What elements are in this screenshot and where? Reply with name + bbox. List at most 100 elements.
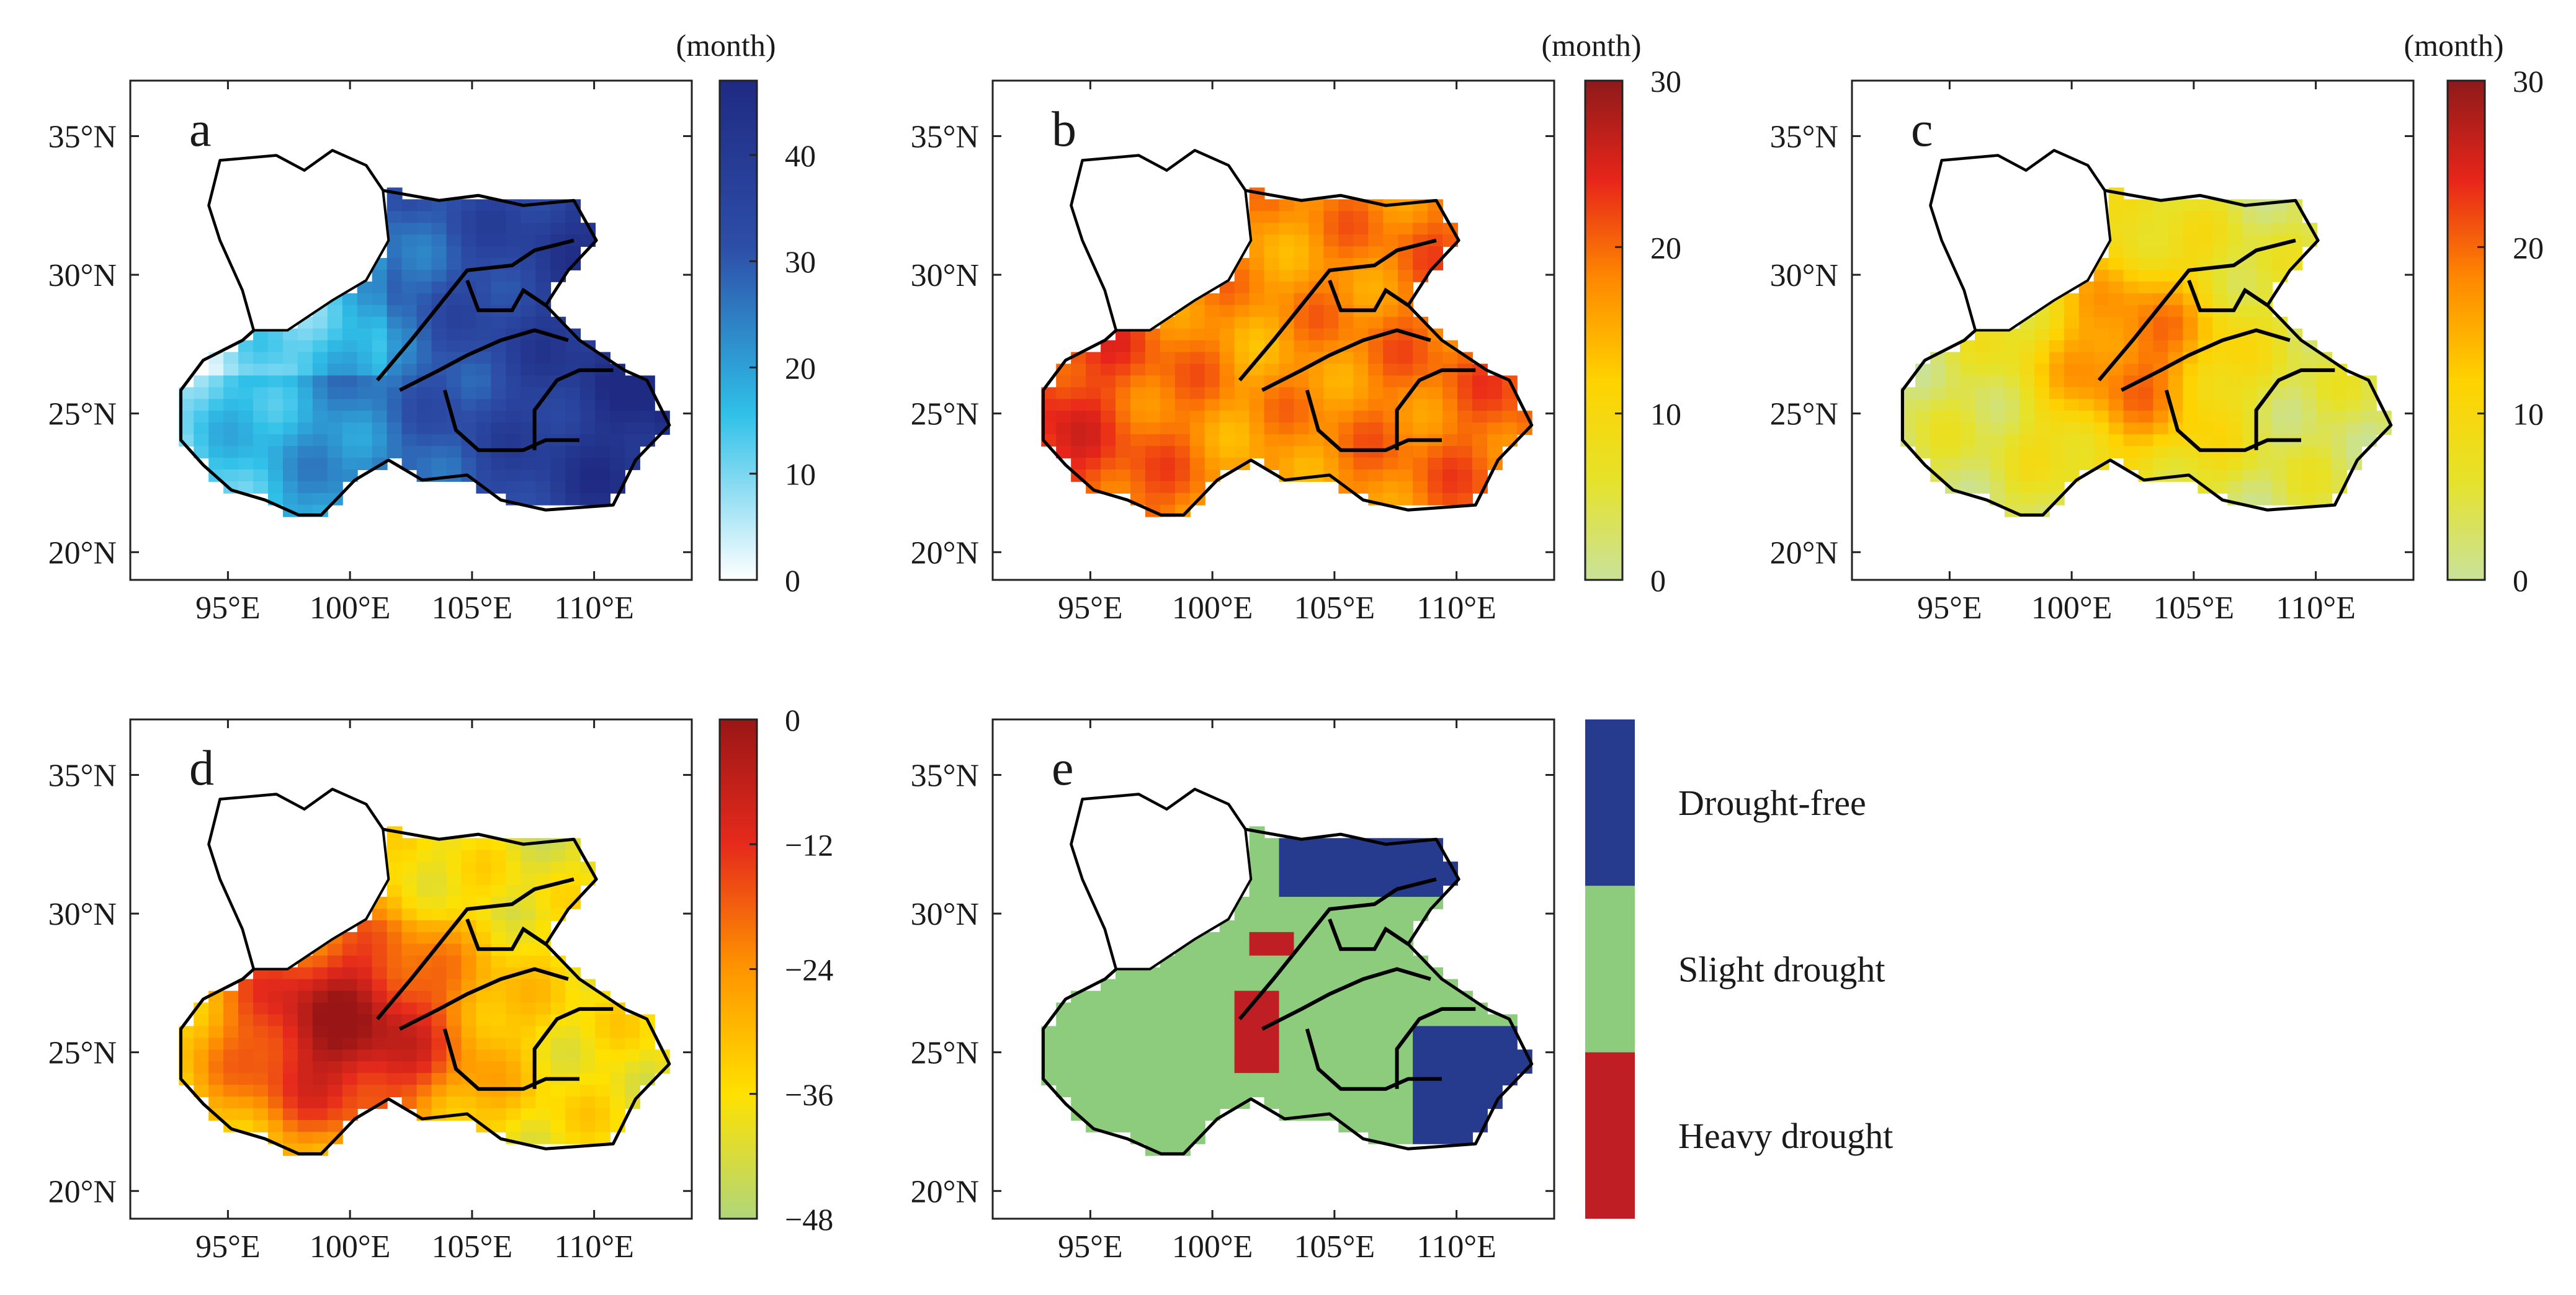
map-cell [1204, 1073, 1220, 1086]
map-cell [1398, 1119, 1414, 1133]
map-cell [1323, 234, 1339, 247]
lon-label: 105°E [432, 590, 513, 626]
map-cell [521, 1002, 537, 1015]
map-cell [1249, 861, 1265, 874]
map-cell [1457, 481, 1473, 494]
map-cell [2123, 293, 2139, 306]
map-cell [491, 1061, 507, 1074]
map-cell [446, 943, 462, 956]
map-cell [1101, 1026, 1117, 1039]
lon-label: 95°E [1058, 1229, 1123, 1265]
map-cell [253, 1097, 269, 1109]
map-cell [550, 469, 566, 482]
map-cell [253, 340, 269, 353]
map-cell [297, 481, 313, 494]
map-cell [2093, 411, 2109, 424]
map-cell [639, 1061, 655, 1074]
map-cell [2108, 305, 2124, 318]
map-cell [2019, 340, 2035, 353]
lon-label: 100°E [310, 1229, 391, 1265]
map-cell [595, 375, 610, 388]
map-cell [1368, 281, 1384, 294]
panel-d: d35°N30°N25°N20°N95°E 100°E 105°E 110°E0−12… [48, 703, 834, 1265]
map-cell [2019, 422, 2035, 435]
map-cell [1398, 1002, 1414, 1015]
map-cell [1960, 422, 1976, 435]
map-cell [1368, 955, 1384, 968]
map-cell [1900, 422, 1916, 435]
map-cell [1457, 1049, 1473, 1062]
map-cell [1294, 316, 1310, 329]
map-cell [253, 1119, 269, 1133]
map-cell [476, 1097, 492, 1109]
map-cell [2242, 352, 2258, 365]
map-cell [595, 1073, 610, 1086]
map-cell [2212, 234, 2229, 247]
map-cell [1338, 1097, 1354, 1109]
map-cell [1174, 458, 1191, 470]
map-cell [2272, 258, 2288, 270]
map-cell [1234, 1073, 1250, 1086]
legend-swatch [1585, 886, 1635, 1052]
map-cell [282, 1131, 298, 1144]
map-cell [1041, 387, 1057, 400]
lat-label: 35°N [48, 758, 117, 793]
map-cell [1398, 340, 1414, 353]
map-cell [1219, 932, 1235, 945]
map-cell [1264, 223, 1280, 236]
map-cell [1279, 979, 1295, 992]
map-cell [1368, 446, 1384, 459]
map-cell [2272, 246, 2288, 259]
map-cell [1189, 990, 1205, 1004]
map-cell [491, 387, 507, 400]
map-cell [387, 920, 403, 933]
map-cell [372, 269, 388, 282]
map-cell [2287, 492, 2303, 505]
map-cell [1130, 399, 1146, 412]
map-cell [2302, 492, 2318, 505]
map-cell [535, 316, 552, 329]
map-cell [2078, 328, 2095, 341]
map-cell [1487, 1038, 1503, 1051]
map-cell [1989, 375, 2005, 388]
map-cell [491, 1119, 507, 1133]
map-cell [491, 967, 507, 980]
map-cell [327, 446, 343, 459]
map-cell [1204, 1002, 1220, 1015]
map-cell [401, 990, 418, 1004]
map-cell [1279, 387, 1295, 400]
map-cell [1189, 1097, 1205, 1109]
map-cell [2287, 458, 2303, 470]
map-cell [535, 363, 552, 376]
map-cell [1056, 1061, 1072, 1074]
map-cell [1383, 387, 1399, 400]
map-cell [1442, 1038, 1459, 1051]
map-cell [179, 1049, 195, 1062]
map-cell [1308, 363, 1325, 376]
map-cell [1249, 293, 1265, 306]
map-cell [1160, 481, 1176, 494]
map-cell [238, 469, 254, 482]
map-cell [580, 1049, 596, 1062]
map-cell [253, 1002, 269, 1015]
map-cell [550, 990, 566, 1004]
map-cell [2302, 375, 2318, 388]
map-cell [1189, 1014, 1205, 1027]
map-cell [491, 269, 507, 282]
map-cell [1472, 446, 1488, 459]
map-cell [1279, 1073, 1295, 1086]
map-cell [1071, 1038, 1087, 1051]
map-cell [535, 897, 552, 909]
map-cell [2153, 352, 2169, 365]
map-cell [1383, 1014, 1399, 1027]
map-cell [431, 316, 447, 329]
map-cell [2346, 375, 2362, 388]
map-cell [1945, 434, 1961, 447]
map-cell [1368, 1108, 1384, 1121]
map-cell [1353, 469, 1369, 482]
map-cell [1189, 363, 1205, 376]
map-cell [1989, 446, 2005, 459]
map-cell [2078, 446, 2095, 459]
map-cell [1413, 1026, 1429, 1039]
map-cell [1338, 932, 1354, 945]
